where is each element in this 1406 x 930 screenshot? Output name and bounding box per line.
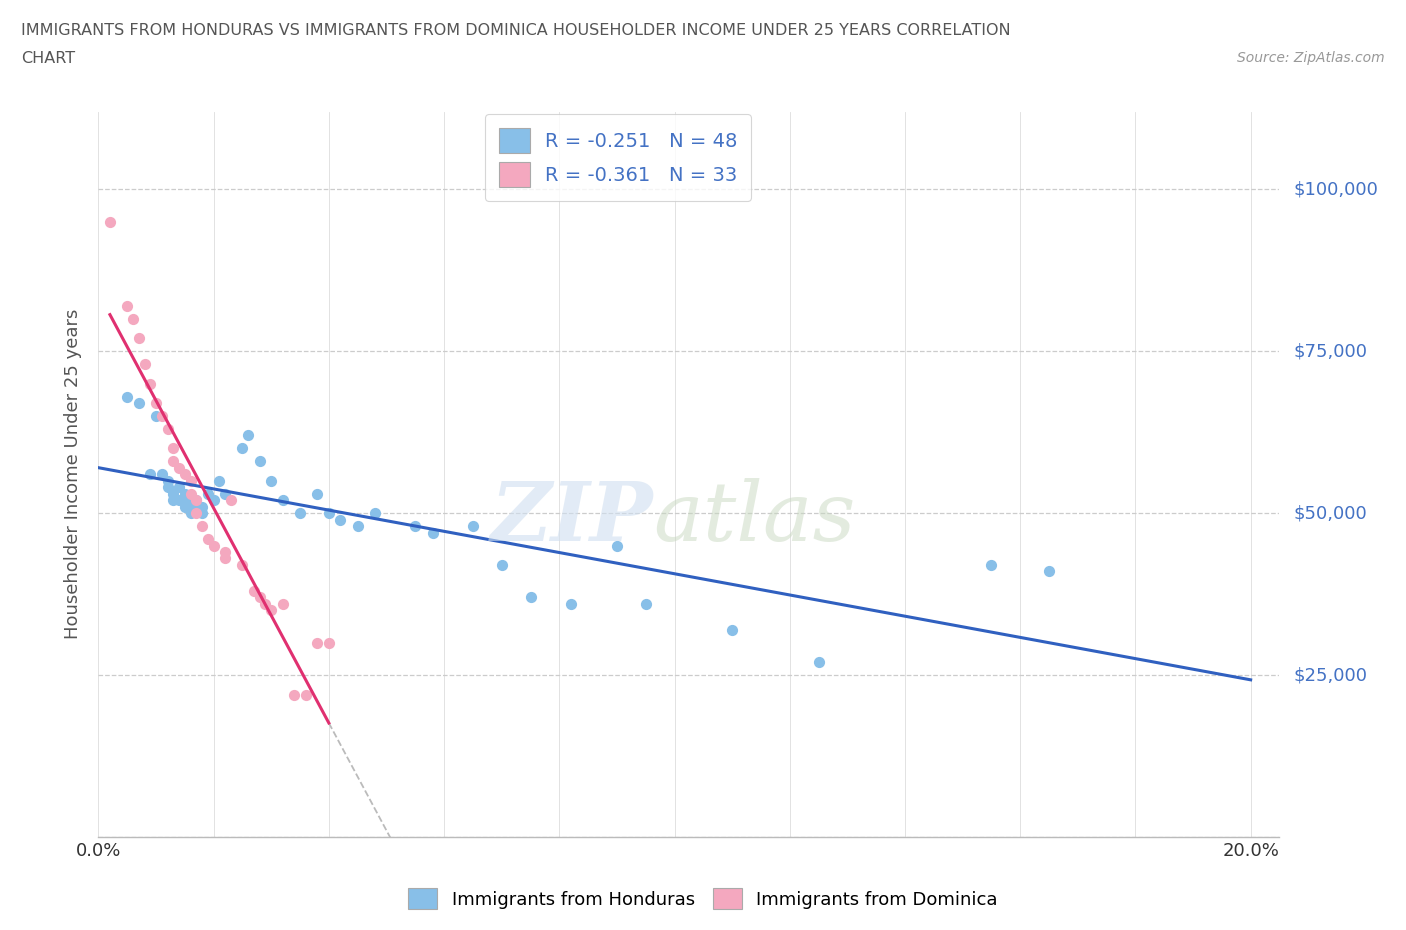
Point bbox=[186, 493, 208, 508]
Point bbox=[191, 519, 214, 534]
Point bbox=[807, 655, 830, 670]
Point bbox=[295, 687, 318, 702]
Point bbox=[243, 583, 266, 598]
Point bbox=[115, 299, 138, 313]
Point bbox=[150, 408, 173, 423]
Point bbox=[186, 493, 208, 508]
Point bbox=[122, 312, 145, 326]
Point bbox=[283, 687, 305, 702]
Point bbox=[346, 519, 368, 534]
Point bbox=[145, 395, 167, 410]
Point bbox=[634, 596, 657, 611]
Point bbox=[249, 454, 271, 469]
Legend: Immigrants from Honduras, Immigrants from Dominica: Immigrants from Honduras, Immigrants fro… bbox=[401, 881, 1005, 916]
Point bbox=[307, 486, 329, 501]
Point bbox=[139, 377, 162, 392]
Point bbox=[191, 499, 214, 514]
Point bbox=[180, 486, 202, 501]
Point bbox=[980, 558, 1002, 573]
Point bbox=[461, 519, 484, 534]
Point bbox=[202, 538, 225, 553]
Point bbox=[606, 538, 628, 553]
Point bbox=[128, 395, 150, 410]
Point bbox=[180, 506, 202, 521]
Point bbox=[98, 214, 121, 229]
Point bbox=[491, 558, 513, 573]
Point bbox=[167, 460, 190, 475]
Point bbox=[162, 454, 184, 469]
Point bbox=[288, 506, 311, 521]
Point bbox=[721, 622, 744, 637]
Point bbox=[180, 499, 202, 514]
Point bbox=[173, 499, 195, 514]
Point bbox=[560, 596, 582, 611]
Point bbox=[519, 590, 541, 604]
Text: Source: ZipAtlas.com: Source: ZipAtlas.com bbox=[1237, 51, 1385, 65]
Y-axis label: Householder Income Under 25 years: Householder Income Under 25 years bbox=[65, 309, 83, 640]
Point bbox=[208, 473, 231, 488]
Point bbox=[173, 493, 195, 508]
Point bbox=[254, 596, 277, 611]
Point bbox=[162, 493, 184, 508]
Point bbox=[202, 493, 225, 508]
Point bbox=[260, 603, 283, 618]
Point bbox=[318, 506, 340, 521]
Point bbox=[167, 480, 190, 495]
Point bbox=[197, 486, 219, 501]
Point bbox=[271, 596, 294, 611]
Point bbox=[150, 467, 173, 482]
Point bbox=[260, 473, 283, 488]
Text: atlas: atlas bbox=[654, 478, 856, 558]
Text: ZIP: ZIP bbox=[491, 478, 654, 558]
Point bbox=[422, 525, 444, 540]
Point bbox=[173, 486, 195, 501]
Point bbox=[186, 499, 208, 514]
Point bbox=[214, 551, 236, 566]
Point bbox=[404, 519, 426, 534]
Point bbox=[271, 493, 294, 508]
Point bbox=[231, 558, 253, 573]
Point bbox=[134, 357, 156, 372]
Point bbox=[238, 428, 260, 443]
Point bbox=[162, 441, 184, 456]
Text: $25,000: $25,000 bbox=[1294, 666, 1368, 684]
Point bbox=[307, 635, 329, 650]
Point bbox=[191, 506, 214, 521]
Point bbox=[162, 486, 184, 501]
Point bbox=[115, 389, 138, 404]
Point bbox=[214, 545, 236, 560]
Text: $100,000: $100,000 bbox=[1294, 180, 1378, 198]
Point bbox=[219, 493, 242, 508]
Point bbox=[180, 473, 202, 488]
Point bbox=[156, 480, 179, 495]
Point bbox=[128, 331, 150, 346]
Point bbox=[214, 486, 236, 501]
Point bbox=[156, 421, 179, 436]
Point bbox=[1038, 564, 1060, 578]
Point bbox=[145, 408, 167, 423]
Text: $75,000: $75,000 bbox=[1294, 342, 1368, 360]
Point bbox=[180, 493, 202, 508]
Point bbox=[197, 532, 219, 547]
Legend: R = -0.251   N = 48, R = -0.361   N = 33: R = -0.251 N = 48, R = -0.361 N = 33 bbox=[485, 114, 751, 201]
Point bbox=[318, 635, 340, 650]
Point bbox=[156, 473, 179, 488]
Point bbox=[186, 506, 208, 521]
Text: IMMIGRANTS FROM HONDURAS VS IMMIGRANTS FROM DOMINICA HOUSEHOLDER INCOME UNDER 25: IMMIGRANTS FROM HONDURAS VS IMMIGRANTS F… bbox=[21, 23, 1011, 38]
Point bbox=[249, 590, 271, 604]
Point bbox=[139, 467, 162, 482]
Point bbox=[231, 441, 253, 456]
Point bbox=[329, 512, 352, 527]
Point bbox=[167, 493, 190, 508]
Point bbox=[364, 506, 387, 521]
Point bbox=[173, 467, 195, 482]
Text: CHART: CHART bbox=[21, 51, 75, 66]
Text: $50,000: $50,000 bbox=[1294, 504, 1367, 522]
